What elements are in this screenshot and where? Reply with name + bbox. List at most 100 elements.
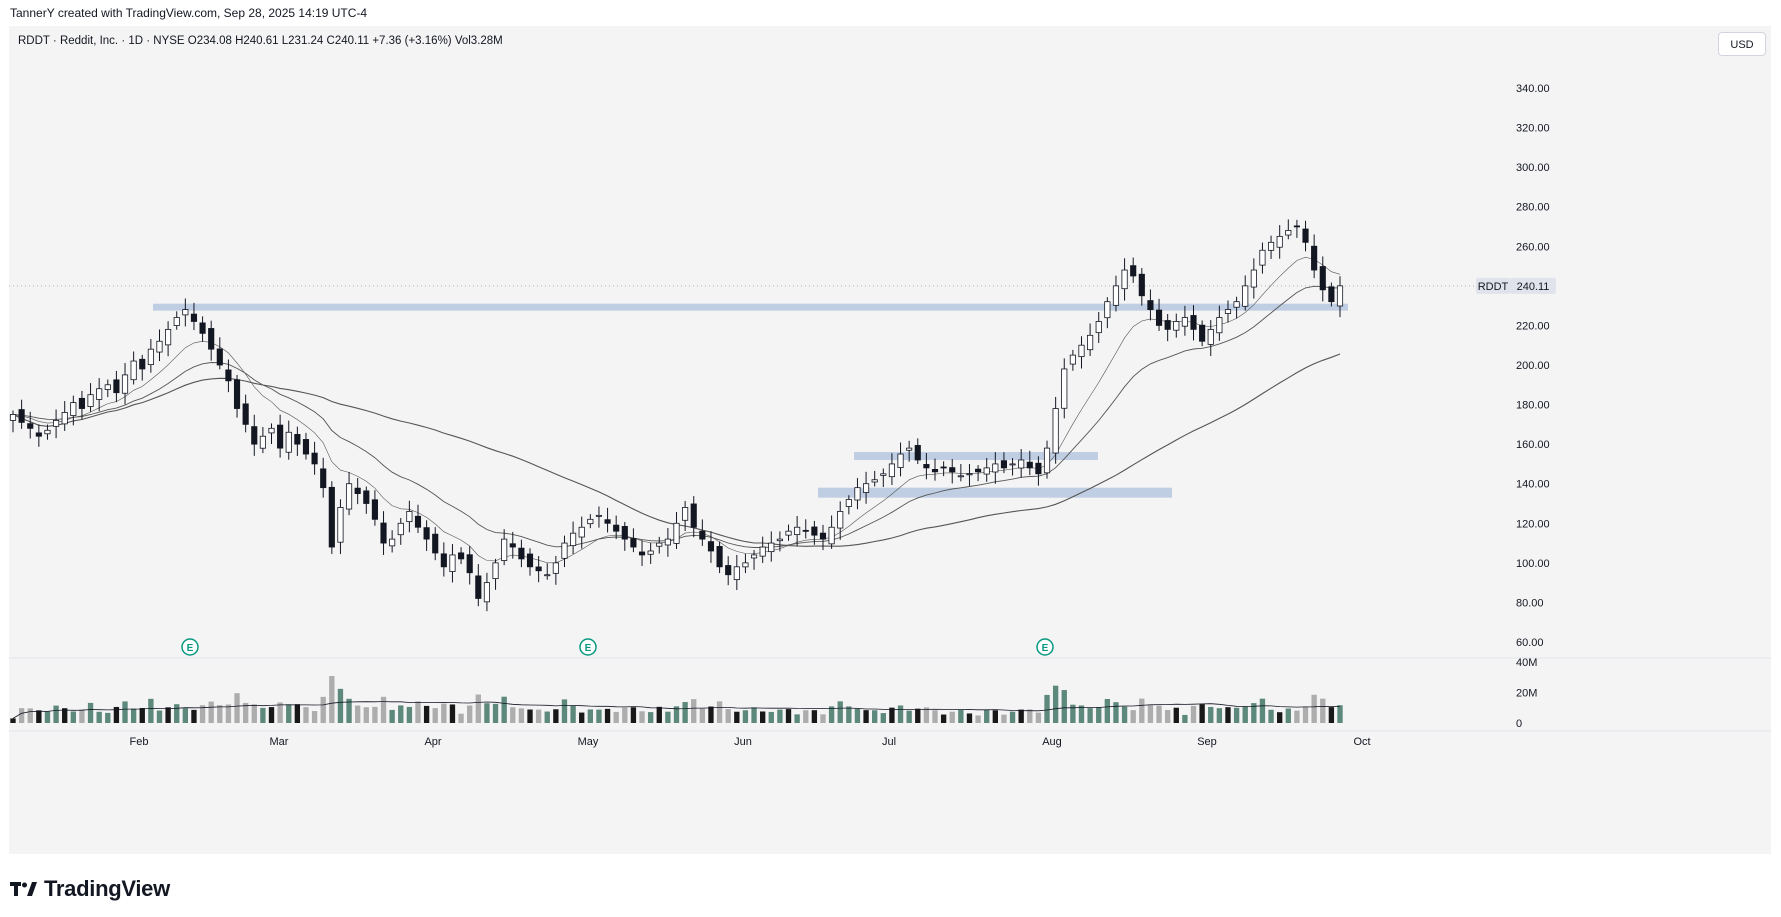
candle-up <box>492 562 499 580</box>
earnings-marker-badge <box>181 638 199 656</box>
volume-bar <box>794 714 800 723</box>
candle-up <box>682 507 689 521</box>
volume-bar <box>949 711 955 723</box>
volume-bar <box>208 701 214 723</box>
candle-down <box>1293 225 1300 228</box>
volume-bar <box>1225 707 1231 723</box>
volume-bar <box>122 701 128 723</box>
candle-up <box>647 550 654 555</box>
candle-down <box>208 328 215 350</box>
volume-bar <box>1147 705 1154 723</box>
volume-bar <box>467 705 473 723</box>
volume-bar <box>130 708 137 723</box>
volume-bar <box>777 709 783 723</box>
volume-bar <box>587 709 594 723</box>
volume-bar <box>535 709 542 723</box>
volume-bar <box>234 693 240 723</box>
candle-down <box>638 551 646 556</box>
price-tick-label: 200.00 <box>1516 360 1550 372</box>
volume-average-line <box>12 701 1341 719</box>
volume-bar <box>62 708 68 723</box>
candle-up <box>96 388 103 400</box>
volume-bar <box>1190 705 1197 723</box>
candle-up <box>1078 344 1085 358</box>
candle-up <box>1181 317 1188 327</box>
volume-bar <box>380 696 387 723</box>
volume-bar <box>932 710 938 723</box>
tradingview-logo[interactable]: TradingView <box>10 876 170 902</box>
candle-down <box>354 487 361 495</box>
volume-bar <box>915 708 921 723</box>
price-tick-label: 220.00 <box>1516 320 1550 332</box>
candle-down <box>432 533 439 554</box>
candle-up <box>182 309 189 316</box>
candle-up <box>664 538 671 546</box>
volume-bar <box>1182 714 1188 723</box>
candle-down <box>621 526 628 540</box>
candle-down <box>27 423 34 429</box>
price-axis: 340.00320.00300.00280.00260.00240.00220.… <box>1516 83 1550 649</box>
candle-up <box>389 538 396 547</box>
month-tick-label: May <box>578 736 599 748</box>
volume-bar <box>682 702 688 723</box>
volume-bar <box>303 707 309 723</box>
candle-up <box>570 532 577 547</box>
volume-bar <box>432 708 438 723</box>
volume-bar <box>604 708 611 723</box>
volume-bar <box>191 709 197 723</box>
volume-bar <box>79 709 85 723</box>
candle-up <box>673 522 680 544</box>
candle-down <box>371 499 378 520</box>
candle-up <box>1087 334 1094 351</box>
candle-up <box>888 463 895 478</box>
volume-bar <box>992 710 998 723</box>
candle-up <box>561 542 568 559</box>
volume-bar <box>889 707 895 723</box>
volume-bar <box>544 711 550 723</box>
candle-down <box>139 358 146 370</box>
candle-up <box>544 574 551 577</box>
volume-bar <box>1070 704 1076 723</box>
volume-bar <box>803 710 809 723</box>
volume-bar <box>665 711 671 723</box>
price-tick-label: 80.00 <box>1516 597 1544 609</box>
candle-down <box>518 547 525 560</box>
volume-bar <box>518 708 525 723</box>
candle-up <box>147 348 154 366</box>
volume-bar <box>415 701 421 723</box>
volume-bar <box>484 703 490 723</box>
currency-button[interactable]: USD <box>1718 32 1766 56</box>
price-tick-label: 320.00 <box>1516 123 1550 135</box>
volume-bar <box>1018 709 1024 723</box>
volume-bar <box>1251 703 1257 723</box>
volume-bar <box>656 706 662 723</box>
candle-up <box>785 530 792 536</box>
volume-bar <box>156 710 163 723</box>
volume-bar <box>820 714 826 723</box>
candle-down <box>811 526 818 536</box>
candle-down <box>458 552 465 560</box>
candle-up <box>742 562 749 568</box>
candle-down <box>363 490 370 504</box>
volume-bar <box>294 704 301 723</box>
earnings-marker-badge <box>1036 638 1054 656</box>
candle-down <box>440 553 447 568</box>
volume-bar <box>346 698 352 723</box>
symbol-legend: RDDT · Reddit, Inc. · 1D · NYSE O234.08 … <box>18 35 503 47</box>
volume-bar <box>1052 685 1059 723</box>
candle-up <box>1276 235 1283 248</box>
volume-bar <box>1199 704 1205 723</box>
candle-up <box>337 507 344 543</box>
volume-bar <box>10 718 16 723</box>
candle-down <box>725 565 732 576</box>
candle-down <box>251 426 258 445</box>
price-tick-label: 120.00 <box>1516 518 1550 530</box>
candle-up <box>268 427 275 434</box>
tradingview-logo-icon <box>10 882 37 896</box>
candle-down <box>690 503 697 528</box>
month-tick-label: Oct <box>1353 736 1370 748</box>
candles <box>9 219 1344 612</box>
month-tick-label: Feb <box>130 736 149 748</box>
